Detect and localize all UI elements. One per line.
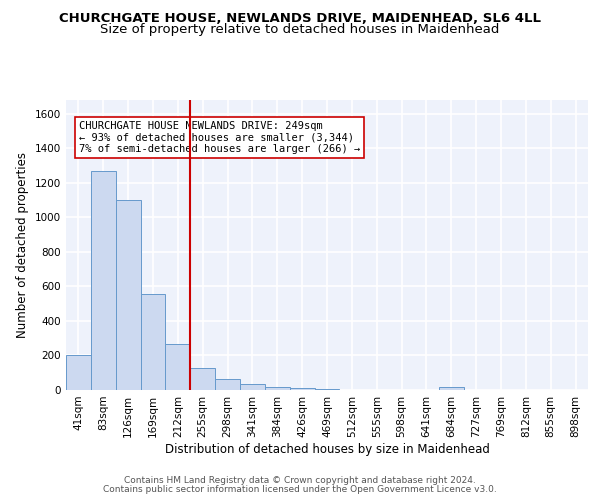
Bar: [215, 379, 240, 390]
Text: Contains HM Land Registry data © Crown copyright and database right 2024.: Contains HM Land Registry data © Crown c…: [124, 476, 476, 485]
Text: Contains public sector information licensed under the Open Government Licence v3: Contains public sector information licen…: [103, 485, 497, 494]
Bar: [240, 384, 265, 390]
Bar: [190, 368, 215, 390]
Text: Size of property relative to detached houses in Maidenhead: Size of property relative to detached ho…: [100, 22, 500, 36]
Bar: [116, 200, 140, 390]
Bar: [66, 356, 91, 390]
Bar: [265, 386, 290, 390]
Bar: [314, 388, 340, 390]
Text: CHURCHGATE HOUSE, NEWLANDS DRIVE, MAIDENHEAD, SL6 4LL: CHURCHGATE HOUSE, NEWLANDS DRIVE, MAIDEN…: [59, 12, 541, 26]
Y-axis label: Number of detached properties: Number of detached properties: [16, 152, 29, 338]
Bar: [166, 344, 190, 390]
X-axis label: Distribution of detached houses by size in Maidenhead: Distribution of detached houses by size …: [164, 442, 490, 456]
Bar: [91, 171, 116, 390]
Text: CHURCHGATE HOUSE NEWLANDS DRIVE: 249sqm
← 93% of detached houses are smaller (3,: CHURCHGATE HOUSE NEWLANDS DRIVE: 249sqm …: [79, 120, 360, 154]
Bar: [290, 388, 314, 390]
Bar: [439, 386, 464, 390]
Bar: [140, 294, 166, 390]
